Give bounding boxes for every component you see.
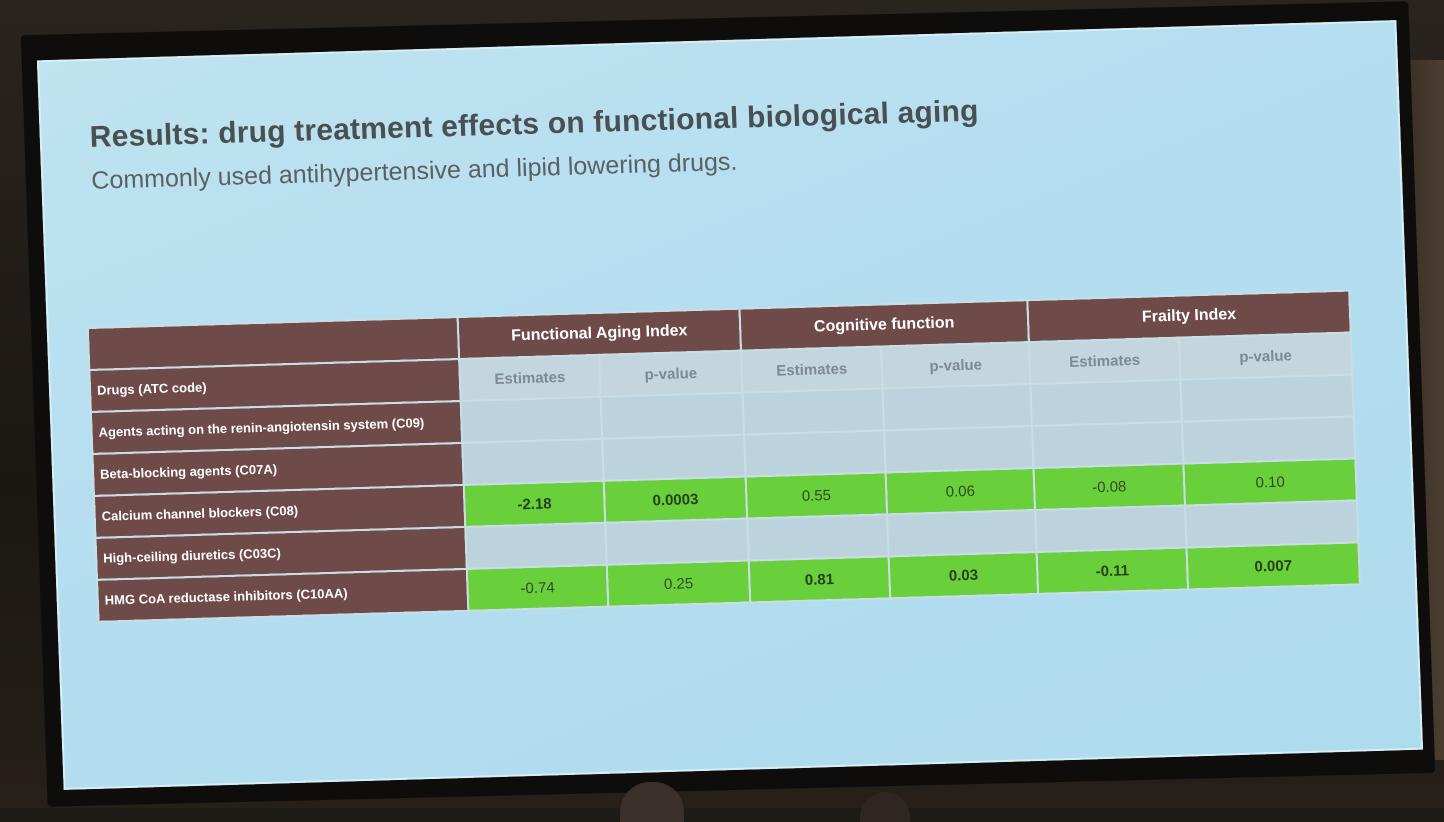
value-cell (747, 514, 889, 561)
subheader-pvalue: p-value (880, 342, 1031, 389)
value-cell (602, 434, 746, 481)
value-cell: -0.74 (466, 564, 609, 611)
slide-subtitle: Commonly used antihypertensive and lipid… (90, 147, 738, 195)
subheader-pvalue: p-value (1178, 332, 1353, 380)
value-cell: 0.81 (748, 556, 891, 603)
subheader-estimates: Estimates (1028, 337, 1181, 385)
value-cell (1031, 421, 1184, 469)
value-cell: -2.18 (463, 480, 606, 527)
value-cell (462, 438, 604, 485)
results-table: Functional Aging Index Cognitive functio… (87, 290, 1361, 623)
value-cell (1180, 374, 1354, 422)
value-cell: 0.55 (745, 472, 888, 519)
value-cell (1035, 505, 1187, 552)
value-cell: -0.11 (1036, 547, 1189, 594)
value-cell (1181, 416, 1356, 464)
value-cell: 0.0003 (603, 476, 748, 523)
value-cell (744, 430, 886, 477)
subheader-pvalue: p-value (599, 350, 743, 397)
projected-slide: Results: drug treatment effects on funct… (36, 20, 1424, 790)
value-cell (1030, 379, 1182, 427)
value-cell: -0.08 (1033, 463, 1185, 510)
subheader-estimates: Estimates (459, 354, 601, 401)
value-cell: 0.03 (888, 551, 1039, 599)
value-cell (465, 522, 607, 569)
subheader-estimates: Estimates (741, 346, 883, 393)
value-cell (600, 392, 745, 439)
value-cell: 0.10 (1183, 458, 1357, 506)
value-cell (460, 396, 603, 443)
value-cell (884, 426, 1034, 473)
value-cell: 0.007 (1186, 542, 1360, 590)
value-cell: 0.25 (606, 560, 751, 607)
value-cell (742, 388, 885, 435)
value-cell: 0.06 (885, 468, 1036, 515)
value-cell (887, 509, 1037, 557)
results-table-body: Agents acting on the renin-angiotensin s… (90, 374, 1360, 622)
value-cell (882, 384, 1032, 431)
slide-title: Results: drug treatment effects on funct… (89, 94, 980, 154)
value-cell (1184, 500, 1359, 548)
value-cell (605, 518, 749, 565)
